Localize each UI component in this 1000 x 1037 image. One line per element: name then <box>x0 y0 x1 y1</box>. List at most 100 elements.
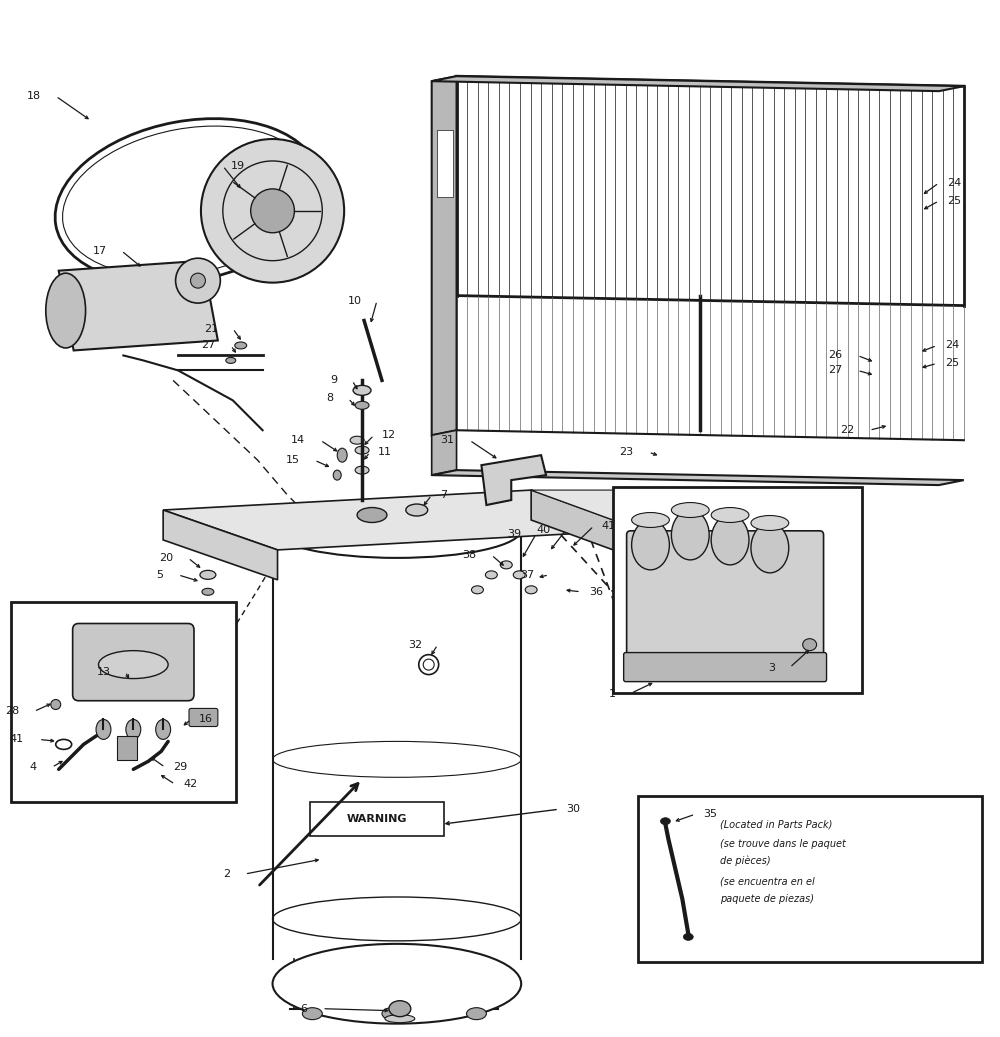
FancyBboxPatch shape <box>310 803 444 836</box>
Ellipse shape <box>500 561 512 569</box>
Text: (se trouve dans le paquet: (se trouve dans le paquet <box>720 839 846 849</box>
Polygon shape <box>432 76 457 436</box>
Text: 2: 2 <box>223 869 230 879</box>
Text: 21: 21 <box>204 324 218 334</box>
FancyBboxPatch shape <box>11 601 236 803</box>
FancyBboxPatch shape <box>73 623 194 701</box>
Ellipse shape <box>525 586 537 594</box>
Ellipse shape <box>235 342 247 349</box>
Text: 11: 11 <box>378 447 392 457</box>
Ellipse shape <box>251 189 294 232</box>
FancyBboxPatch shape <box>613 487 862 693</box>
Ellipse shape <box>632 520 669 570</box>
Text: 32: 32 <box>409 640 423 649</box>
Ellipse shape <box>51 700 61 709</box>
Text: 40: 40 <box>537 525 551 535</box>
Text: 8: 8 <box>326 393 333 403</box>
Text: 23: 23 <box>619 447 634 457</box>
Ellipse shape <box>660 818 670 824</box>
Ellipse shape <box>711 515 749 565</box>
Polygon shape <box>163 510 278 580</box>
Text: paquete de piezas): paquete de piezas) <box>720 894 814 904</box>
Text: 7: 7 <box>440 491 447 500</box>
Ellipse shape <box>751 523 789 572</box>
Text: 10: 10 <box>348 296 362 306</box>
Ellipse shape <box>350 437 364 444</box>
Polygon shape <box>432 470 964 485</box>
Ellipse shape <box>201 139 344 283</box>
Ellipse shape <box>671 510 709 560</box>
Text: 13: 13 <box>96 667 110 676</box>
Ellipse shape <box>419 654 439 675</box>
Text: WARNING: WARNING <box>347 814 407 824</box>
Polygon shape <box>531 491 641 530</box>
Ellipse shape <box>273 502 521 558</box>
FancyBboxPatch shape <box>627 531 824 679</box>
Ellipse shape <box>803 639 817 650</box>
Text: 38: 38 <box>462 550 476 560</box>
Ellipse shape <box>99 650 168 678</box>
Ellipse shape <box>96 720 111 739</box>
Text: 20: 20 <box>159 553 173 563</box>
Text: 41: 41 <box>10 734 24 745</box>
Text: 12: 12 <box>382 430 396 441</box>
Ellipse shape <box>471 586 483 594</box>
Text: 25: 25 <box>945 359 959 368</box>
Text: 9: 9 <box>330 375 337 386</box>
Polygon shape <box>163 491 641 550</box>
Text: 19: 19 <box>231 161 245 171</box>
Text: 17: 17 <box>92 246 106 256</box>
Ellipse shape <box>467 1008 486 1019</box>
Ellipse shape <box>389 1001 411 1016</box>
Ellipse shape <box>226 358 236 363</box>
Text: 39: 39 <box>507 529 521 539</box>
Ellipse shape <box>200 570 216 580</box>
Ellipse shape <box>357 507 387 523</box>
FancyBboxPatch shape <box>189 708 218 727</box>
Text: 29: 29 <box>173 762 187 773</box>
Ellipse shape <box>485 570 497 579</box>
Ellipse shape <box>46 273 86 348</box>
Text: 41: 41 <box>602 521 616 531</box>
Ellipse shape <box>202 588 214 595</box>
Text: 22: 22 <box>840 425 854 436</box>
Text: de pièces): de pièces) <box>720 856 771 866</box>
Text: 4: 4 <box>30 762 37 773</box>
Text: 35: 35 <box>703 809 717 819</box>
Ellipse shape <box>751 515 789 531</box>
Text: 18: 18 <box>27 91 41 102</box>
FancyBboxPatch shape <box>624 652 827 681</box>
Ellipse shape <box>273 944 521 1024</box>
FancyBboxPatch shape <box>638 796 982 962</box>
Text: 1: 1 <box>609 689 616 699</box>
Ellipse shape <box>632 512 669 528</box>
Text: 5: 5 <box>156 570 163 580</box>
Ellipse shape <box>353 386 371 395</box>
Ellipse shape <box>683 933 693 941</box>
Ellipse shape <box>126 720 141 739</box>
Ellipse shape <box>385 1014 415 1022</box>
Text: 31: 31 <box>441 436 455 445</box>
Polygon shape <box>432 76 964 91</box>
Text: 26: 26 <box>828 351 842 361</box>
Ellipse shape <box>671 503 709 517</box>
Ellipse shape <box>355 467 369 474</box>
Polygon shape <box>481 455 546 505</box>
Ellipse shape <box>382 1008 402 1019</box>
Text: 16: 16 <box>199 714 213 725</box>
Text: 30: 30 <box>566 805 580 814</box>
Text: 24: 24 <box>945 340 959 351</box>
Text: 25: 25 <box>947 196 961 206</box>
Ellipse shape <box>355 401 369 410</box>
Ellipse shape <box>156 720 171 739</box>
FancyBboxPatch shape <box>117 736 137 760</box>
Ellipse shape <box>333 470 341 480</box>
Text: 36: 36 <box>589 587 603 597</box>
Polygon shape <box>59 260 218 351</box>
Text: 24: 24 <box>947 178 961 188</box>
Ellipse shape <box>337 448 347 463</box>
Polygon shape <box>432 430 457 475</box>
Ellipse shape <box>711 507 749 523</box>
Ellipse shape <box>406 504 428 516</box>
Text: 6: 6 <box>300 1004 307 1014</box>
